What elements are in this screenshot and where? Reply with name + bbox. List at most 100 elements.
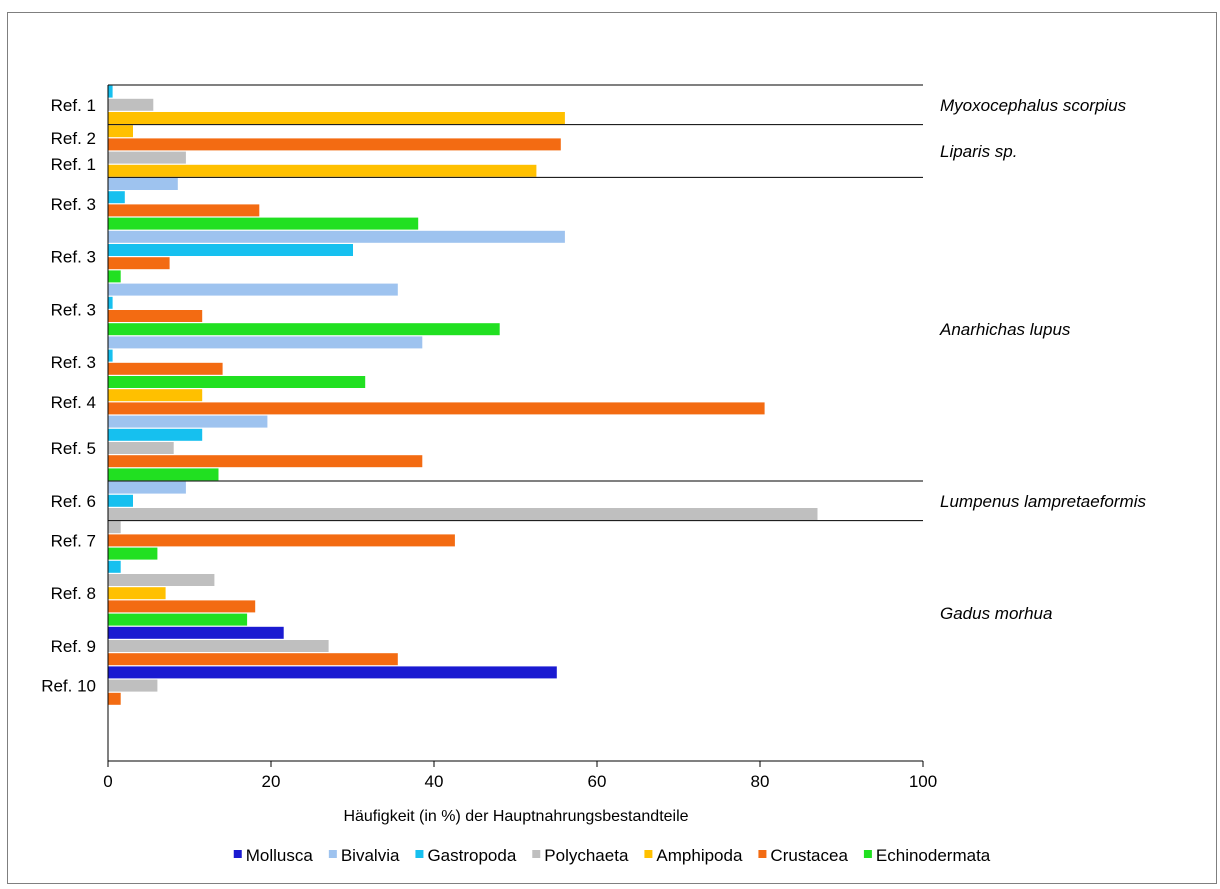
group-label: Ref. 3 — [51, 195, 96, 214]
bar-gastropoda-g9 — [108, 428, 203, 441]
bar-amphipoda-g1 — [108, 112, 565, 124]
legend-swatch-bivalvia — [328, 850, 337, 858]
legend-label-mollusca: Mollusca — [246, 846, 314, 865]
species-label-myoxocephalus-scorpius: Myoxocephalus scorpius — [940, 96, 1127, 115]
bar-crustacea-g12 — [108, 600, 256, 613]
legend-swatch-amphipoda — [644, 850, 653, 858]
bar-bivalvia-g10 — [108, 481, 186, 494]
bar-crustacea-g5 — [108, 257, 170, 270]
x-tick-label: 60 — [588, 772, 607, 791]
legend-swatch-gastropoda — [415, 850, 424, 858]
bar-echinodermata-g5 — [108, 270, 121, 283]
legend-item-crustacea: Crustacea — [758, 846, 848, 865]
bar-crustacea-g9 — [108, 455, 423, 468]
species-label-anarhichas-lupus: Anarhichas lupus — [939, 320, 1071, 339]
group-label: Ref. 8 — [51, 584, 96, 603]
bar-bivalvia-g9 — [108, 415, 268, 428]
bar-crustacea-g13 — [108, 653, 398, 666]
bar-polychaeta-g3 — [108, 151, 186, 164]
legend-swatch-polychaeta — [532, 850, 541, 858]
bar-bivalvia-g6 — [108, 283, 398, 296]
legend-item-gastropoda: Gastropoda — [415, 846, 517, 865]
bar-echinodermata-g12 — [108, 613, 248, 626]
species-label-gadus-morhua: Gadus morhua — [940, 604, 1052, 623]
legend: Mollusca Bivalvia Gastropoda Polychaeta Amph… — [233, 846, 991, 865]
legend-swatch-mollusca — [233, 850, 242, 858]
bar-bivalvia-g4 — [108, 178, 178, 190]
group-label: Ref. 6 — [51, 492, 96, 511]
legend-item-polychaeta: Polychaeta — [532, 846, 629, 865]
bar-echinodermata-g6 — [108, 323, 500, 336]
group-label: Ref. 5 — [51, 439, 96, 458]
legend-swatch-echinodermata — [863, 850, 872, 858]
bar-polychaeta-g1 — [108, 98, 154, 111]
bar-crustacea-g11 — [108, 534, 455, 547]
group-labels: Ref. 1 Ref. 2 Ref. 1 Ref. 3 Ref. 3 Ref. 3 Ref.… — [41, 96, 96, 696]
bar-crustacea-g8 — [108, 402, 765, 415]
group-label: Ref. 9 — [51, 637, 96, 656]
bar-amphipoda-g8 — [108, 389, 203, 402]
bar-gastropoda-g5 — [108, 244, 353, 256]
x-ticks: 0 20 40 60 80 100 — [103, 761, 937, 791]
species-label-lumpenus-lampretaeformis: Lumpenus lampretaeformis — [940, 492, 1146, 511]
bars-layer — [108, 85, 818, 705]
group-label: Ref. 10 — [41, 677, 96, 696]
chart-frame: 0 20 40 60 80 100 Ref. 1 Ref. 2 Ref. 1 Ref. 3 Ref… — [7, 12, 1217, 884]
species-label-liparis-sp: Liparis sp. — [940, 142, 1017, 161]
bar-polychaeta-g13 — [108, 640, 329, 652]
bar-polychaeta-g11 — [108, 521, 121, 534]
bar-crustacea-g7 — [108, 362, 223, 375]
bar-gastropoda-g12 — [108, 560, 121, 573]
x-tick-label: 20 — [262, 772, 281, 791]
bar-echinodermata-g7 — [108, 376, 366, 388]
bar-echinodermata-g9 — [108, 468, 219, 481]
bar-echinodermata-g4 — [108, 217, 419, 230]
bar-bivalvia-g5 — [108, 230, 565, 243]
group-label: Ref. 2 — [51, 129, 96, 148]
group-label: Ref. 3 — [51, 353, 96, 372]
bar-crustacea-g6 — [108, 310, 203, 322]
legend-swatch-crustacea — [758, 850, 767, 858]
bar-gastropoda-g10 — [108, 494, 133, 507]
species-separators — [108, 84, 923, 522]
legend-label-amphipoda: Amphipoda — [656, 846, 743, 865]
group-label: Ref. 1 — [51, 96, 96, 115]
bar-gastropoda-g1 — [108, 85, 113, 98]
bar-mollusca-g14 — [108, 666, 557, 679]
bar-polychaeta-g14 — [108, 679, 158, 692]
x-axis-title: Häufigkeit (in %) der Hauptnahrungsbesta… — [343, 808, 688, 825]
bar-crustacea-g14 — [108, 692, 121, 705]
bar-amphipoda-g3 — [108, 164, 537, 177]
axes — [107, 85, 923, 762]
bar-gastropoda-g4 — [108, 191, 125, 204]
bar-polychaeta-g10 — [108, 508, 818, 520]
x-tick-label: 0 — [103, 772, 112, 791]
bar-echinodermata-g11 — [108, 547, 158, 560]
legend-label-polychaeta: Polychaeta — [544, 846, 629, 865]
bar-amphipoda-g12 — [108, 587, 166, 600]
bar-crustacea-g4 — [108, 204, 260, 217]
legend-label-crustacea: Crustacea — [770, 846, 848, 865]
group-label: Ref. 3 — [51, 300, 96, 319]
group-label: Ref. 4 — [51, 393, 96, 412]
legend-item-mollusca: Mollusca — [233, 846, 314, 865]
legend-item-echinodermata: Echinodermata — [863, 846, 991, 865]
legend-item-amphipoda: Amphipoda — [644, 846, 743, 865]
legend-label-gastropoda: Gastropoda — [427, 846, 516, 865]
x-tick-label: 40 — [425, 772, 444, 791]
bar-bivalvia-g7 — [108, 336, 423, 349]
group-label: Ref. 7 — [51, 531, 96, 550]
group-label: Ref. 1 — [51, 155, 96, 174]
bar-mollusca-g13 — [108, 626, 284, 639]
legend-label-bivalvia: Bivalvia — [341, 846, 400, 865]
x-tick-label: 100 — [909, 772, 937, 791]
species-labels: Myoxocephalus scorpius Liparis sp. Anarhic… — [939, 96, 1146, 623]
bar-amphipoda-g2 — [108, 125, 133, 138]
legend-label-echinodermata: Echinodermata — [876, 846, 991, 865]
group-label: Ref. 3 — [51, 248, 96, 267]
bar-gastropoda-g6 — [108, 296, 113, 309]
bar-polychaeta-g9 — [108, 442, 174, 454]
bar-gastropoda-g7 — [108, 349, 113, 362]
bar-crustacea-g2 — [108, 138, 561, 151]
